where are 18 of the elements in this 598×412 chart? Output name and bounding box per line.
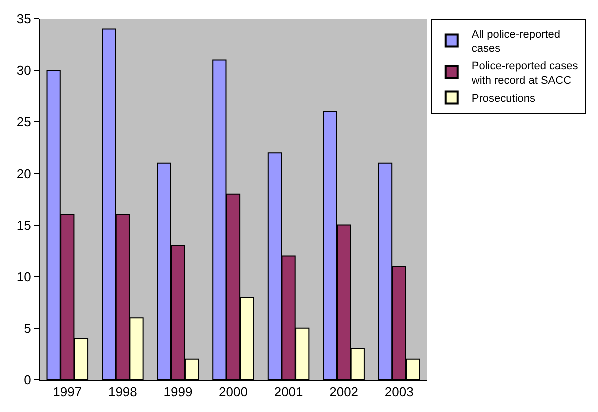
y-tick-label: 20 bbox=[16, 166, 32, 182]
y-tick-label: 25 bbox=[16, 114, 32, 130]
y-tick-label: 5 bbox=[24, 320, 32, 336]
legend-label: Police-reported cases with record at SACC bbox=[470, 60, 579, 87]
y-tick-label: 35 bbox=[16, 12, 32, 27]
legend-label: Prosecutions bbox=[472, 92, 536, 105]
x-tick-label: 2001 bbox=[274, 384, 304, 400]
x-tick-label: 2000 bbox=[219, 384, 248, 400]
legend-label: All police-reported cases bbox=[472, 28, 561, 56]
x-tick-label: 1997 bbox=[53, 384, 82, 400]
y-tick-label: 30 bbox=[16, 63, 32, 78]
y-tick-label: 15 bbox=[16, 218, 32, 233]
y-tick-label: 10 bbox=[16, 269, 32, 284]
x-tick-label: 1999 bbox=[164, 384, 193, 400]
x-tick-label: 1998 bbox=[108, 384, 138, 400]
y-tick-label: 0 bbox=[24, 372, 32, 388]
x-tick-label: 2003 bbox=[384, 384, 414, 400]
x-tick-label: 2002 bbox=[330, 384, 359, 400]
